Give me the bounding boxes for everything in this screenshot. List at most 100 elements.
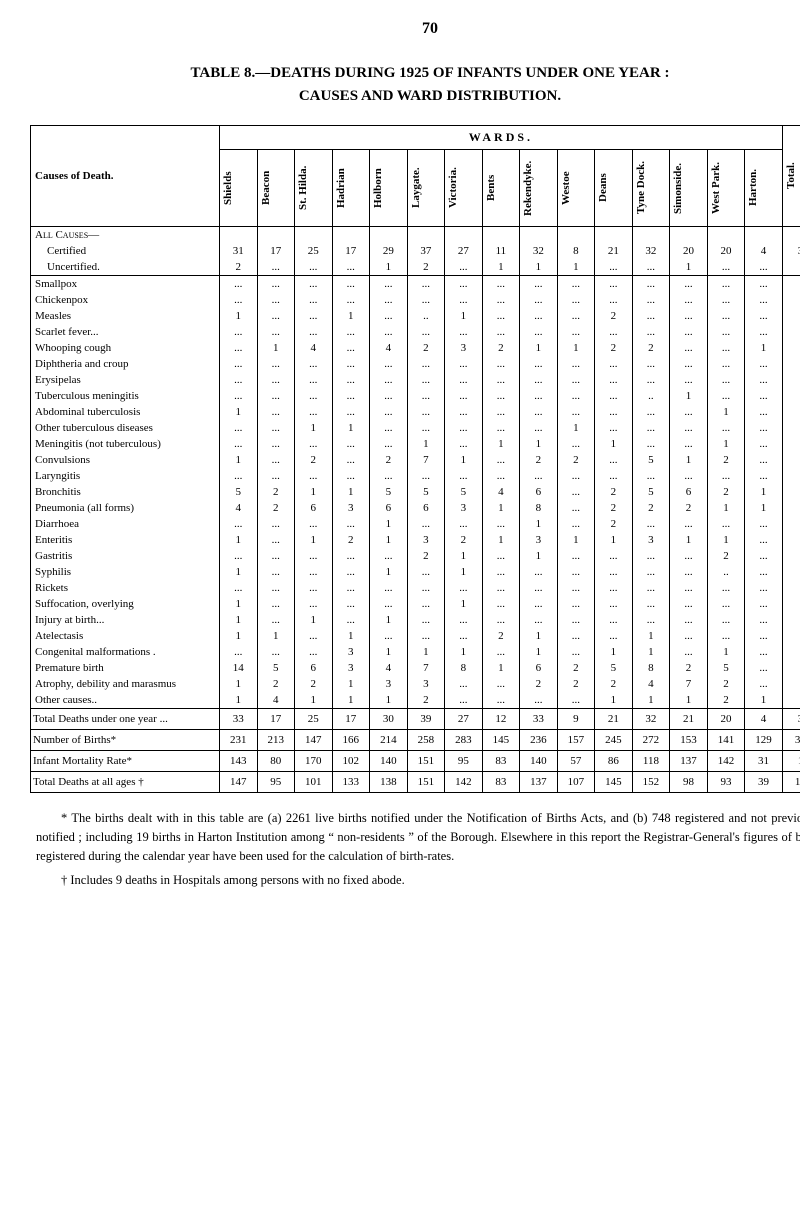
data-cell: ... [370, 436, 408, 452]
data-cell: ... [332, 292, 370, 308]
data-cell: ... [332, 404, 370, 420]
data-cell: ... [295, 596, 333, 612]
data-cell: ... [295, 404, 333, 420]
data-cell: ... [670, 340, 708, 356]
data-cell: ... [295, 564, 333, 580]
data-cell: 1 [670, 692, 708, 709]
row-total: ... [782, 276, 800, 293]
cause-label: Abdominal tuberculosis [31, 404, 220, 420]
data-cell: ... [745, 660, 783, 676]
data-cell: 32 [520, 243, 558, 259]
data-cell: ... [332, 468, 370, 484]
data-cell: ... [370, 420, 408, 436]
data-cell: 1 [295, 532, 333, 548]
data-cell: 170 [295, 751, 333, 772]
data-cell: ... [332, 580, 370, 596]
data-cell: ... [595, 612, 633, 628]
data-cell: 80 [257, 751, 295, 772]
data-cell: ... [595, 420, 633, 436]
cause-label: Infant Mortality Rate* [31, 751, 220, 772]
data-cell: ... [220, 644, 258, 660]
row-total: ... [782, 356, 800, 372]
data-cell: 83 [482, 772, 520, 793]
data-cell: 118 [632, 751, 670, 772]
data-cell: ... [445, 580, 483, 596]
data-cell: ... [707, 580, 745, 596]
data-cell: 2 [595, 516, 633, 532]
data-cell: 1 [332, 676, 370, 692]
table-row: Syphilis1.........1...1.................… [31, 564, 800, 580]
data-cell: 1 [520, 548, 558, 564]
data-cell: ... [445, 436, 483, 452]
data-cell: ... [557, 404, 595, 420]
data-cell: ... [595, 580, 633, 596]
row-total: 5 [782, 308, 800, 324]
data-cell: 153 [670, 730, 708, 751]
data-cell: ... [595, 276, 633, 293]
data-cell: ... [670, 292, 708, 308]
row-total: 7 [782, 628, 800, 644]
table-row: Infant Mortality Rate*143801701021401519… [31, 751, 800, 772]
data-cell: 1 [407, 644, 445, 660]
data-cell: ... [295, 308, 333, 324]
data-cell: ... [520, 564, 558, 580]
data-cell: ... [745, 292, 783, 308]
data-cell: ... [332, 548, 370, 564]
cause-label: Atrophy, debility and marasmus [31, 676, 220, 692]
data-cell: 95 [445, 751, 483, 772]
table-row: Uncertified.2.........12...111......1...… [31, 259, 800, 276]
data-cell: 5 [220, 484, 258, 500]
data-cell: ... [370, 308, 408, 324]
data-cell: ... [670, 644, 708, 660]
row-total: 3 [782, 420, 800, 436]
data-cell: ... [407, 516, 445, 532]
data-cell: ... [520, 420, 558, 436]
data-cell: ... [332, 564, 370, 580]
data-cell: ... [745, 436, 783, 452]
data-cell: 5 [595, 660, 633, 676]
data-cell: 93 [707, 772, 745, 793]
data-cell: ... [407, 404, 445, 420]
table-row: Gastritis...............21...1..........… [31, 548, 800, 564]
data-cell: ... [745, 676, 783, 692]
data-cell: ... [332, 276, 370, 293]
data-cell: 2 [670, 500, 708, 516]
data-cell: 4 [295, 340, 333, 356]
row-total: 2 [782, 404, 800, 420]
cause-label: Rickets [31, 580, 220, 596]
data-cell: 1 [482, 532, 520, 548]
data-cell: 2 [445, 532, 483, 548]
row-total: 21 [782, 532, 800, 548]
data-cell: ... [745, 324, 783, 340]
table-row: Atrophy, debility and marasmus122133....… [31, 676, 800, 692]
table-row: Measles1......1.....1.........2.........… [31, 308, 800, 324]
data-cell: ... [482, 420, 520, 436]
data-cell: ... [520, 276, 558, 293]
row-total: 3009 [782, 730, 800, 751]
table-row: Laryngitis..............................… [31, 468, 800, 484]
data-cell: ... [557, 644, 595, 660]
data-cell: 3 [445, 500, 483, 516]
data-cell: 32 [632, 709, 670, 730]
data-cell: ... [557, 308, 595, 324]
row-total: 50 [782, 484, 800, 500]
data-cell: ... [595, 596, 633, 612]
data-cell: ... [557, 516, 595, 532]
data-cell: ... [332, 388, 370, 404]
data-cell: 1 [332, 420, 370, 436]
data-cell: 5 [407, 484, 445, 500]
data-cell: 6 [520, 484, 558, 500]
cause-label: Syphilis [31, 564, 220, 580]
data-cell: 1 [745, 484, 783, 500]
data-cell: 95 [257, 772, 295, 793]
data-cell: ... [295, 644, 333, 660]
data-cell: 1 [220, 628, 258, 644]
data-cell: 1 [482, 660, 520, 676]
causes-header: Causes of Death. [31, 126, 220, 227]
data-cell: 1 [520, 436, 558, 452]
data-cell: ... [632, 548, 670, 564]
data-cell: 258 [407, 730, 445, 751]
data-cell: 21 [595, 243, 633, 259]
cause-label: Meningitis (not tuberculous) [31, 436, 220, 452]
data-cell: 1 [220, 404, 258, 420]
